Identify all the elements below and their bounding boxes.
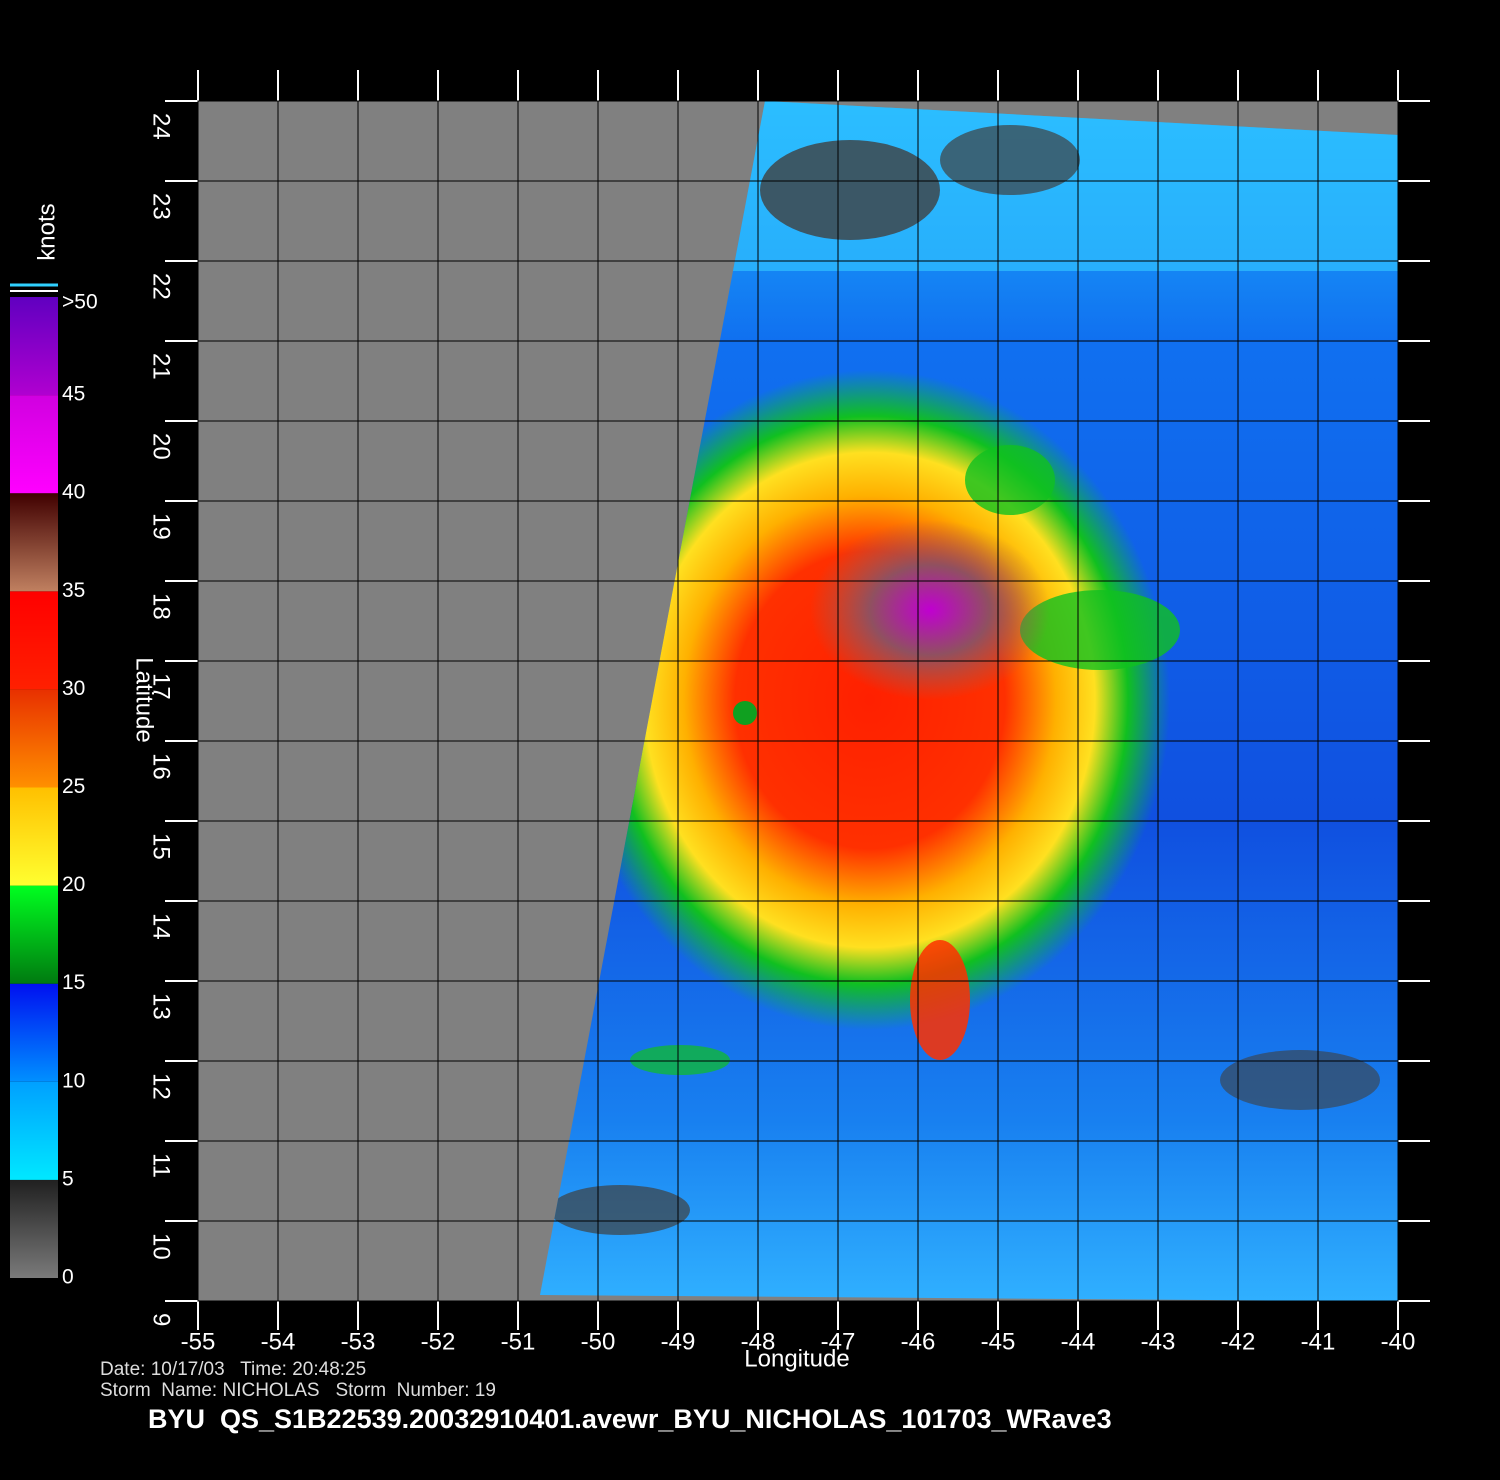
colorbar-segment xyxy=(10,885,58,984)
x-tick-label: -51 xyxy=(501,1328,536,1355)
axes: -55 -54 -53 -52 -51 -50 -49 -48 -47 -46 -45 -44 -43 -… xyxy=(148,70,1430,1355)
x-tick-label: -53 xyxy=(341,1328,376,1355)
colorbar-label: 40 xyxy=(62,481,85,504)
x-tick-label: -40 xyxy=(1381,1328,1416,1355)
colorbar-label: 30 xyxy=(62,677,85,700)
y-tick-label: 9 xyxy=(148,1313,175,1326)
x-tick-label: -41 xyxy=(1301,1328,1336,1355)
product-name: BYU QS_S1B22539.20032910401.avewr_BYU_NI… xyxy=(148,1404,1112,1434)
colorbar-title: knots xyxy=(33,203,60,260)
y-tick-label: 24 xyxy=(148,113,175,140)
colorbar: 0 5 10 15 20 25 30 35 40 45 >50 xyxy=(10,291,98,1289)
colorbar-label: 20 xyxy=(62,873,85,896)
grid xyxy=(197,100,1399,1302)
y-tick-label: 15 xyxy=(148,833,175,860)
y-tick-label: 17 xyxy=(148,673,175,700)
colorbar-label: >50 xyxy=(62,291,98,314)
x-tick-label: -46 xyxy=(901,1328,936,1355)
x-tick-label: -49 xyxy=(661,1328,696,1355)
y-tick-label: 21 xyxy=(148,353,175,380)
colorbar-label: 45 xyxy=(62,383,85,406)
plot-frame xyxy=(197,100,1399,1302)
x-tick-label: -54 xyxy=(261,1328,296,1355)
colorbar-segment xyxy=(10,1081,58,1180)
x-axis-label: Longitude xyxy=(744,1345,849,1372)
colorbar-segment xyxy=(10,493,58,592)
info-line: Date: 10/17/03 Time: 20:48:25 xyxy=(100,1359,366,1380)
y-tick-label: 22 xyxy=(148,273,175,300)
x-tick-label: -47 xyxy=(821,1328,856,1355)
x-tick-label: -43 xyxy=(1141,1328,1176,1355)
y-tick-label: 10 xyxy=(148,1233,175,1260)
y-tick-label: 14 xyxy=(148,913,175,940)
y-tick-label: 19 xyxy=(148,513,175,540)
x-tick-label: -48 xyxy=(741,1328,776,1355)
x-tick-label: -45 xyxy=(981,1328,1016,1355)
colorbar-label: 35 xyxy=(62,579,85,602)
y-tick-label: 16 xyxy=(148,753,175,780)
x-tick-label: -42 xyxy=(1221,1328,1256,1355)
colorbar-label: 5 xyxy=(62,1167,74,1190)
y-tick-label: 11 xyxy=(148,1153,175,1178)
x-tick-label: -50 xyxy=(581,1328,616,1355)
colorbar-segment xyxy=(10,787,58,886)
colorbar-segment xyxy=(10,395,58,494)
x-tick-label: -52 xyxy=(421,1328,456,1355)
y-tick-label: 18 xyxy=(148,593,175,620)
colorbar-segment xyxy=(10,983,58,1082)
y-tick-label: 13 xyxy=(148,993,175,1020)
colorbar-segment xyxy=(10,689,58,788)
info-line: Storm Name: NICHOLAS Storm Number: 19 xyxy=(100,1380,496,1401)
colorbar-segment xyxy=(10,1179,58,1278)
colorbar-label: 10 xyxy=(62,1069,85,1092)
colorbar-segment xyxy=(10,297,58,396)
y-tick-label: 20 xyxy=(148,433,175,460)
colorbar-label: 0 xyxy=(62,1266,74,1289)
x-tick-label: -44 xyxy=(1061,1328,1096,1355)
colorbar-label: 25 xyxy=(62,775,85,798)
y-tick-label: 23 xyxy=(148,193,175,220)
colorbar-label: 15 xyxy=(62,971,85,994)
x-tick-label: -55 xyxy=(181,1328,216,1355)
colorbar-segment xyxy=(10,591,58,690)
y-axis-label: Latitude xyxy=(131,657,158,742)
y-tick-label: 12 xyxy=(148,1073,175,1100)
